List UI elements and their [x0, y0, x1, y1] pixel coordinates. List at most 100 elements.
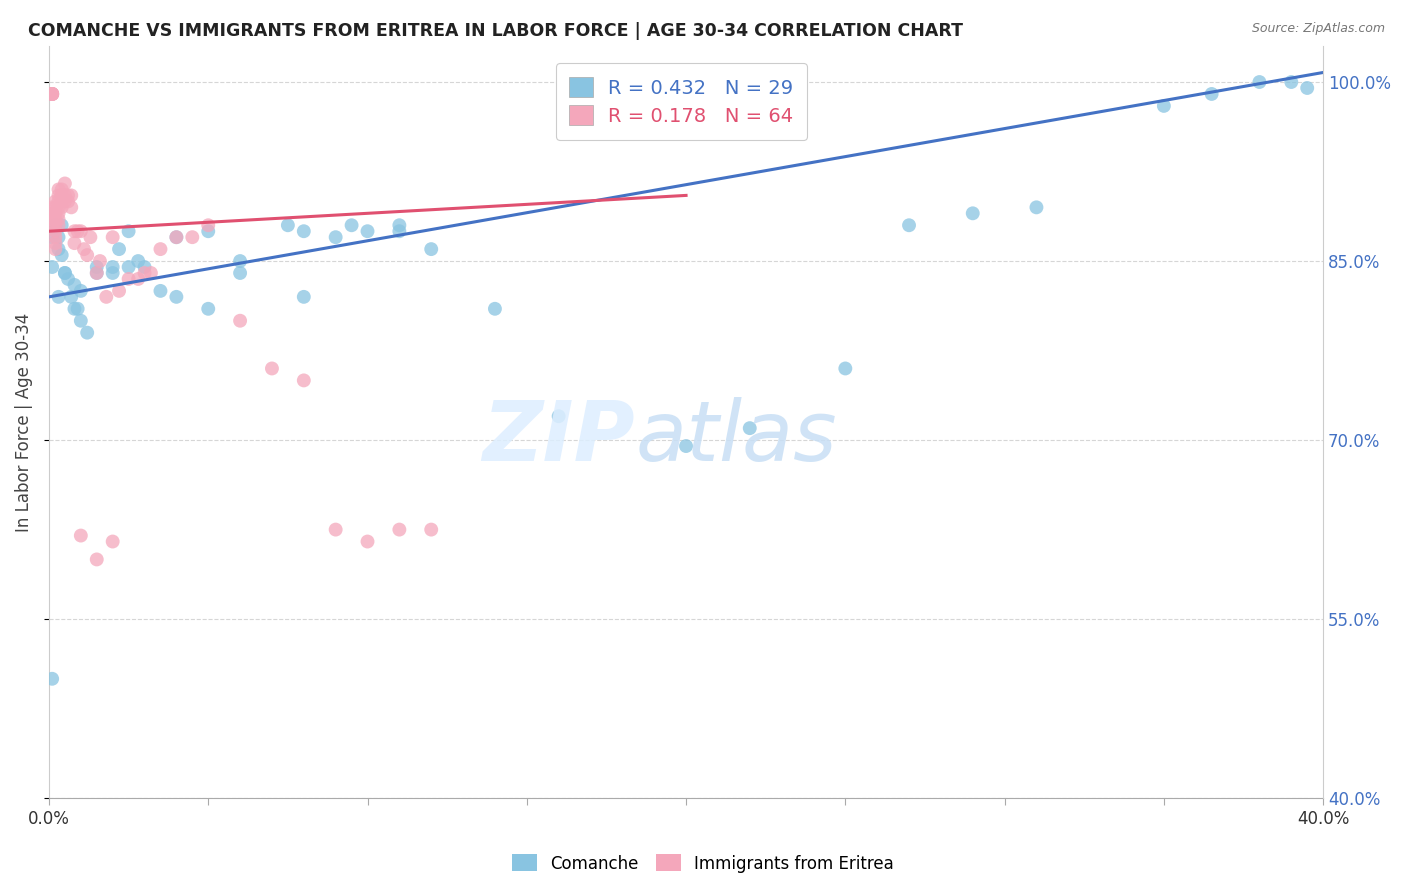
- Point: [108, 284, 131, 298]
- Point: [48, 182, 70, 196]
- Point: [44, 200, 66, 214]
- Point: [41, 87, 63, 101]
- Point: [101, 534, 124, 549]
- Point: [63, 277, 86, 292]
- Point: [108, 242, 131, 256]
- Point: [356, 224, 378, 238]
- Point: [738, 421, 761, 435]
- Point: [53, 266, 76, 280]
- Point: [41, 219, 63, 233]
- Point: [48, 242, 70, 256]
- Point: [41, 87, 63, 101]
- Point: [292, 373, 315, 387]
- Point: [56, 272, 79, 286]
- Point: [1201, 87, 1223, 101]
- Point: [48, 206, 70, 220]
- Point: [41, 87, 63, 101]
- Point: [229, 254, 252, 268]
- Point: [51, 219, 73, 233]
- Point: [388, 219, 411, 233]
- Point: [101, 266, 124, 280]
- Point: [1249, 75, 1271, 89]
- Point: [56, 188, 79, 202]
- Point: [69, 314, 91, 328]
- Point: [44, 224, 66, 238]
- Point: [89, 254, 111, 268]
- Point: [340, 219, 363, 233]
- Point: [44, 206, 66, 220]
- Point: [134, 260, 156, 274]
- Point: [139, 266, 162, 280]
- Point: [197, 219, 219, 233]
- Point: [292, 224, 315, 238]
- Text: ZIP: ZIP: [482, 397, 636, 478]
- Point: [675, 439, 697, 453]
- Point: [66, 301, 89, 316]
- Point: [41, 260, 63, 274]
- Point: [51, 182, 73, 196]
- Point: [60, 188, 83, 202]
- Point: [41, 87, 63, 101]
- Point: [292, 290, 315, 304]
- Point: [63, 224, 86, 238]
- Y-axis label: In Labor Force | Age 30-34: In Labor Force | Age 30-34: [15, 312, 32, 532]
- Point: [356, 534, 378, 549]
- Point: [197, 301, 219, 316]
- Point: [53, 177, 76, 191]
- Point: [547, 409, 569, 424]
- Point: [53, 188, 76, 202]
- Point: [101, 260, 124, 274]
- Point: [96, 290, 118, 304]
- Point: [41, 87, 63, 101]
- Point: [44, 230, 66, 244]
- Point: [127, 272, 149, 286]
- Point: [48, 230, 70, 244]
- Point: [44, 212, 66, 227]
- Point: [86, 266, 108, 280]
- Point: [1153, 99, 1175, 113]
- Point: [86, 266, 108, 280]
- Point: [73, 242, 96, 256]
- Point: [66, 224, 89, 238]
- Point: [41, 206, 63, 220]
- Point: [325, 523, 347, 537]
- Point: [51, 194, 73, 209]
- Point: [420, 242, 443, 256]
- Legend: R = 0.432   N = 29, R = 0.178   N = 64: R = 0.432 N = 29, R = 0.178 N = 64: [555, 63, 807, 139]
- Point: [41, 200, 63, 214]
- Point: [962, 206, 984, 220]
- Point: [53, 266, 76, 280]
- Text: COMANCHE VS IMMIGRANTS FROM ERITREA IN LABOR FORCE | AGE 30-34 CORRELATION CHART: COMANCHE VS IMMIGRANTS FROM ERITREA IN L…: [28, 22, 963, 40]
- Point: [86, 260, 108, 274]
- Point: [101, 230, 124, 244]
- Point: [51, 248, 73, 262]
- Point: [165, 290, 187, 304]
- Point: [898, 219, 921, 233]
- Point: [53, 194, 76, 209]
- Point: [388, 523, 411, 537]
- Point: [134, 266, 156, 280]
- Point: [48, 290, 70, 304]
- Point: [51, 200, 73, 214]
- Point: [48, 194, 70, 209]
- Point: [1279, 75, 1302, 89]
- Point: [181, 230, 204, 244]
- Point: [117, 224, 139, 238]
- Point: [60, 290, 83, 304]
- Point: [56, 194, 79, 209]
- Point: [127, 254, 149, 268]
- Point: [76, 248, 98, 262]
- Point: [63, 301, 86, 316]
- Point: [69, 284, 91, 298]
- Point: [69, 224, 91, 238]
- Point: [60, 200, 83, 214]
- Point: [41, 230, 63, 244]
- Text: atlas: atlas: [636, 397, 837, 478]
- Point: [420, 523, 443, 537]
- Point: [229, 314, 252, 328]
- Point: [44, 242, 66, 256]
- Point: [484, 301, 506, 316]
- Point: [69, 528, 91, 542]
- Legend: Comanche, Immigrants from Eritrea: Comanche, Immigrants from Eritrea: [506, 847, 900, 880]
- Point: [76, 326, 98, 340]
